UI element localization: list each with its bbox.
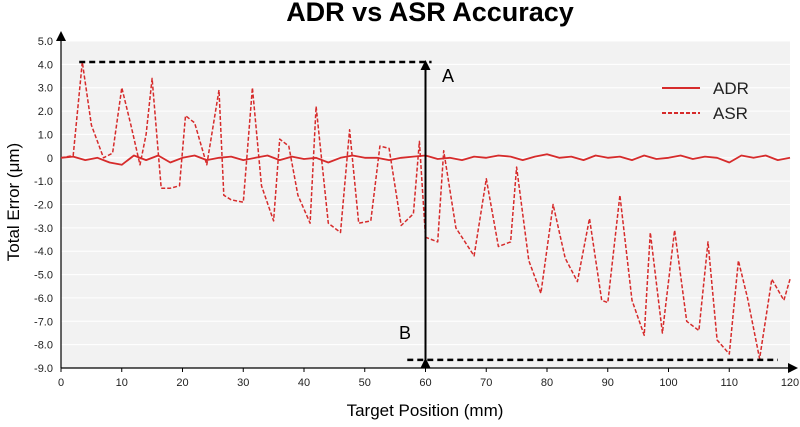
chart-title: ADR vs ASR Accuracy [286, 0, 574, 27]
y-tick-label: -5.0 [34, 270, 53, 282]
y-tick-label: -2.0 [34, 200, 53, 212]
x-tick-label: 60 [419, 377, 431, 389]
x-tick-label: 120 [781, 377, 799, 389]
annotations: AB [79, 60, 778, 368]
legend-label-asr: ASR [713, 104, 748, 123]
series-line-asr [60, 61, 791, 360]
y-tick-label: 2.0 [38, 106, 53, 118]
x-tick-label: 40 [298, 377, 310, 389]
x-tick-label: 90 [602, 377, 614, 389]
x-tick-label: 100 [659, 377, 677, 389]
y-tick-label: -4.0 [34, 246, 53, 258]
y-tick-label: -1.0 [34, 176, 53, 188]
y-tick-label: 3.0 [38, 83, 53, 95]
annotation-label-b: B [399, 323, 411, 343]
y-tick-label: 1.0 [38, 129, 53, 141]
x-tick-label: 70 [480, 377, 492, 389]
y-tick-label: 4.0 [38, 59, 53, 71]
y-tick-label: -9.0 [34, 363, 53, 375]
x-tick-label: 10 [116, 377, 128, 389]
x-tick-label: 110 [720, 377, 738, 389]
y-tick-label: 5.0 [38, 36, 53, 48]
x-tick-label: 50 [359, 377, 371, 389]
y-tick-label: 0 [47, 153, 53, 165]
y-tick-label: -8.0 [34, 340, 53, 352]
annotation-label-a: A [442, 66, 454, 86]
x-tick-label: 80 [541, 377, 553, 389]
x-tick-label: 0 [58, 377, 64, 389]
x-tick-label: 30 [237, 377, 249, 389]
y-tick-label: -3.0 [34, 223, 53, 235]
y-tick-label: -7.0 [34, 316, 53, 328]
y-axis-label: Total Error (μm) [4, 143, 23, 261]
legend: ADR ASR [662, 79, 749, 123]
y-tick-label: -6.0 [34, 293, 53, 305]
legend-label-adr: ADR [713, 79, 749, 98]
x-tick-label: 20 [176, 377, 188, 389]
x-axis-label: Target Position (mm) [347, 401, 504, 420]
axes: 5.0 4.0 3.0 2.0 1.0 0 -1.0 -2.0 -3.0 -4.0 -5.0 -6.0… [34, 31, 799, 389]
